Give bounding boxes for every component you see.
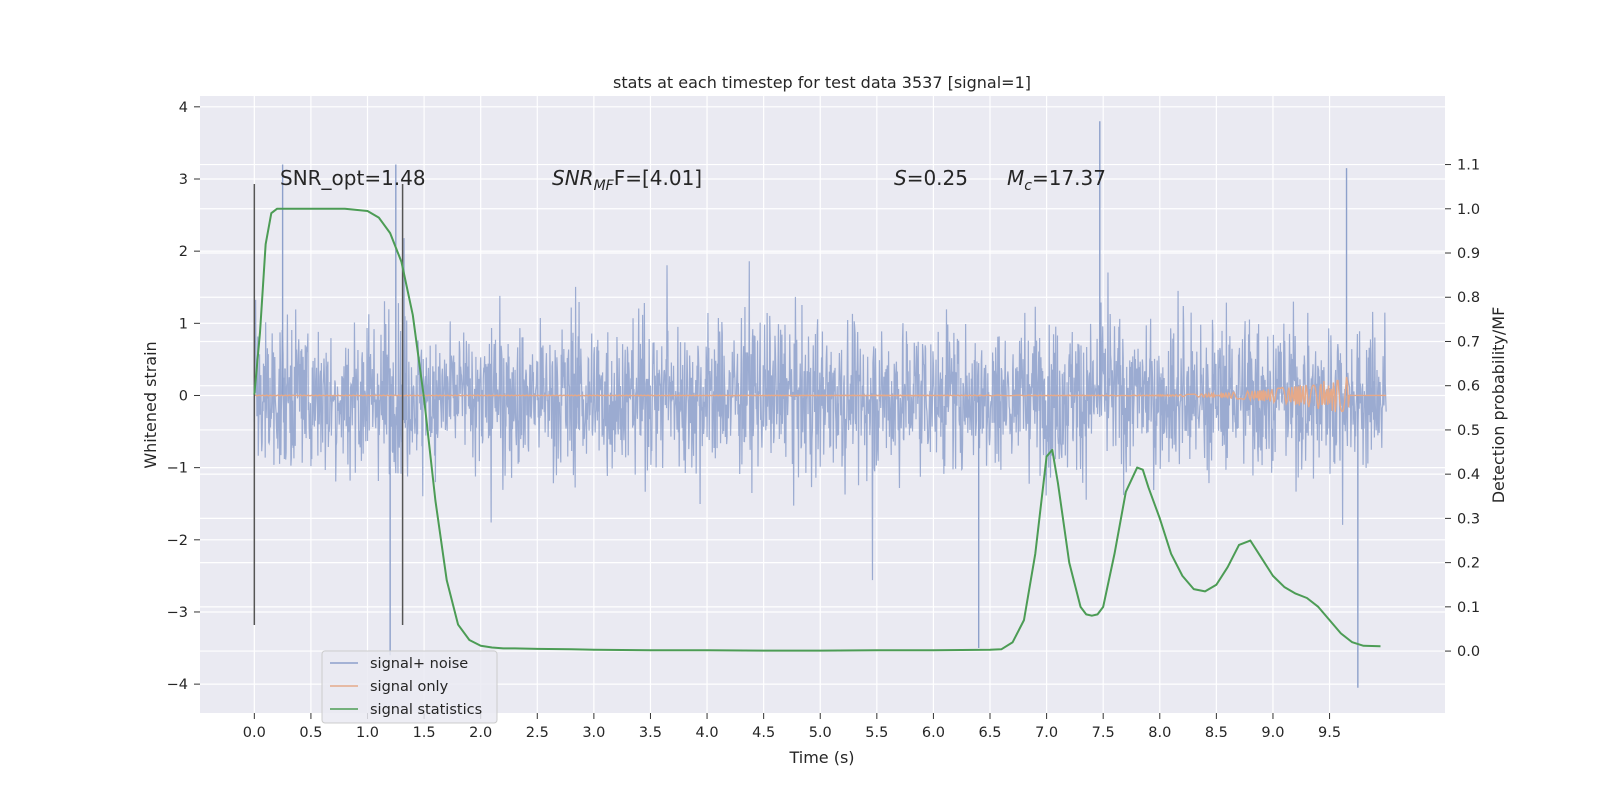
- noise-line: [253, 238, 1387, 581]
- y2-tick-label: 0.7: [1457, 334, 1480, 350]
- x-tick-label: 3.5: [639, 725, 662, 741]
- x-tick-label: 3.0: [582, 725, 605, 741]
- x-tick-label: 4.0: [696, 725, 719, 741]
- y2-tick-label: 0.3: [1457, 511, 1480, 527]
- x-tick-label: 7.0: [1035, 725, 1058, 741]
- y2-tick-label: 1.1: [1457, 158, 1480, 174]
- y2-tick-label: 1.0: [1457, 202, 1480, 218]
- x-tick-label: 6.5: [978, 725, 1001, 741]
- y2-tick-label: 0.0: [1457, 644, 1480, 660]
- chart-title: stats at each timestep for test data 353…: [613, 73, 1031, 92]
- x-tick-label: 1.0: [356, 725, 379, 741]
- x-tick-label: 1.5: [413, 725, 436, 741]
- mc-main: M: [1007, 166, 1024, 190]
- series-signal-statistics: [253, 207, 1381, 652]
- y-tick-label: 0: [179, 388, 188, 404]
- y-gridlines: [200, 106, 1445, 685]
- y-tick-label: −1: [167, 461, 188, 477]
- y-axis-label: Whitened strain: [141, 341, 160, 468]
- s-label: S: [894, 166, 907, 190]
- x-axis-label: Time (s): [788, 748, 854, 767]
- series-signal-plus-noise: [253, 121, 1387, 688]
- mc-sub: c: [1024, 178, 1032, 194]
- annotation-s: S=0.25: [894, 166, 968, 190]
- vertical-markers: [253, 184, 404, 625]
- legend-box: [321, 650, 498, 724]
- x-tick-label: 6.0: [922, 725, 945, 741]
- mc-value: =17.37: [1032, 166, 1106, 190]
- y2-axis-ticks: 1.1 1.0 0.9 0.8 0.7 0.6 0.5 0.4 0.3 0.2 0.1 0.0: [1445, 158, 1480, 660]
- x-tick-label: 2.0: [469, 725, 492, 741]
- y2-tick-label: 0.6: [1457, 379, 1480, 395]
- legend-label-stats: signal statistics: [370, 702, 482, 718]
- x-tick-label: 9.5: [1318, 725, 1341, 741]
- x-tick-label: 5.5: [865, 725, 888, 741]
- x-tick-label: 8.0: [1148, 725, 1171, 741]
- stats-line: [253, 207, 1381, 652]
- y-tick-label: −2: [167, 533, 188, 549]
- annotation-snr-mf: SNRMFF=[4.01]: [552, 166, 702, 194]
- series-signal-only: [254, 376, 1387, 413]
- y2-tick-label: 0.5: [1457, 423, 1480, 439]
- annotation-mc: Mc=17.37: [1007, 166, 1106, 194]
- y2-tick-label: 0.8: [1457, 290, 1480, 306]
- y2-tick-label: 0.2: [1457, 556, 1480, 572]
- y2-tick-label: 0.1: [1457, 600, 1480, 616]
- y-tick-label: 1: [179, 316, 188, 332]
- x-tick-label: 8.5: [1205, 725, 1228, 741]
- snr-mf-rest: F=[4.01]: [614, 166, 702, 190]
- x-tick-label: 0.0: [243, 725, 266, 741]
- x-tick-label: 5.0: [809, 725, 832, 741]
- snr-mf-sub: MF: [594, 178, 615, 194]
- y-tick-label: −3: [167, 605, 188, 621]
- annotation-snr-opt: SNR_opt=1.48: [280, 166, 426, 190]
- x-tick-label: 2.5: [526, 725, 549, 741]
- y2-tick-label: 0.9: [1457, 246, 1480, 262]
- legend-label-noise: signal+ noise: [370, 656, 468, 672]
- legend: signal+ noise signal only signal statist…: [321, 650, 498, 724]
- snr-mf-main: SNR: [552, 166, 594, 190]
- signal-line: [254, 376, 1387, 413]
- y-tick-label: 2: [179, 244, 188, 260]
- x-axis-ticks: 0.0 0.5 1.0 1.5 2.0 2.5 3.0 3.5 4.0 4.5 5.0 5.5 6.0 6…: [243, 713, 1341, 741]
- s-value: =0.25: [907, 166, 968, 190]
- y-axis-ticks: 4 3 2 1 0 −1 −2 −3 −4: [167, 100, 200, 693]
- y2-tick-label: 0.4: [1457, 467, 1480, 483]
- x-tick-label: 7.5: [1092, 725, 1115, 741]
- y-tick-label: 3: [179, 172, 188, 188]
- legend-label-signal: signal only: [370, 679, 449, 695]
- x-tick-label: 4.5: [752, 725, 775, 741]
- x-tick-label: 9.0: [1261, 725, 1284, 741]
- y-tick-label: 4: [179, 100, 188, 116]
- x-tick-label: 0.5: [299, 725, 322, 741]
- y-tick-label: −4: [167, 677, 188, 693]
- y2-axis-label: Detection probability/MF: [1489, 307, 1508, 504]
